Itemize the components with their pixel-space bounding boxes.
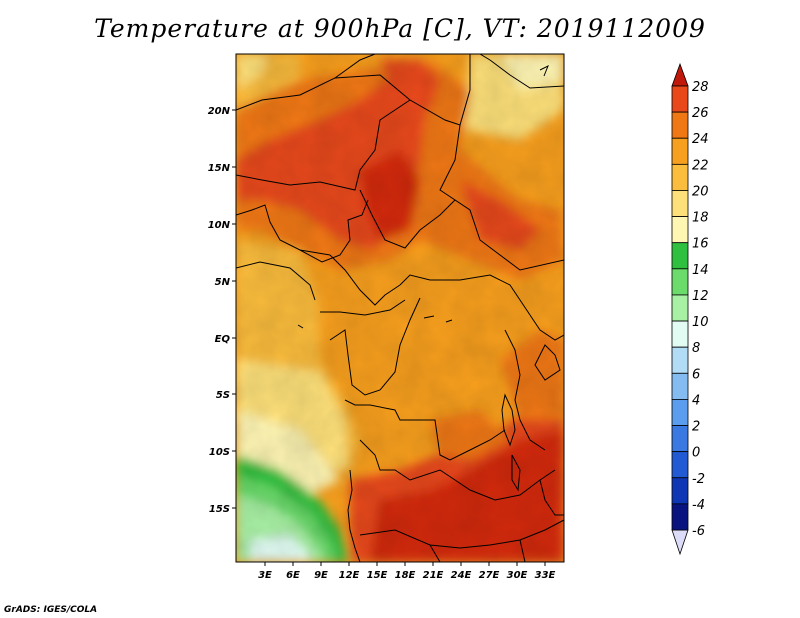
colorbar-label: 24 (692, 132, 709, 147)
colorbar-swatch (671, 477, 689, 505)
colorbar-swatch (671, 294, 689, 322)
colorbar-swatch (671, 503, 689, 531)
colorbar-swatch (671, 85, 689, 113)
colorbar-swatch (671, 372, 689, 400)
chart-title: Temperature at 900hPa [C], VT: 201911200… (94, 14, 706, 43)
colorbar-label: 28 (692, 80, 709, 95)
colorbar-label: 12 (692, 289, 709, 304)
lat-label: 20N (208, 106, 231, 117)
colorbar-label: 22 (692, 158, 709, 173)
colorbar-bottom-arrow (671, 529, 689, 556)
lat-label: 5N (215, 277, 231, 288)
colorbar-label: 8 (692, 341, 700, 356)
colorbar-label: 10 (692, 315, 709, 330)
colorbar-label: -4 (692, 498, 705, 513)
lat-label: EQ (215, 334, 231, 345)
colorbar-swatch (671, 425, 689, 453)
latitude-axis: 20N 15N 10N 5N EQ 5S 10S 15S (208, 106, 236, 515)
colorbar-label: 6 (692, 367, 700, 382)
colorbar-label: 0 (692, 446, 700, 461)
lon-label: 15E (367, 570, 388, 581)
colorbar-swatch (671, 320, 689, 348)
lon-label: 3E (258, 570, 272, 581)
lat-label: 10S (209, 447, 230, 458)
lon-label: 9E (314, 570, 328, 581)
colorbar-label: 4 (692, 393, 700, 408)
colorbar-swatch (671, 242, 689, 270)
lon-label: 6E (286, 570, 300, 581)
colorbar-label: 18 (692, 211, 709, 226)
colorbar-label: 26 (692, 106, 709, 121)
colorbar-label: -6 (692, 524, 705, 539)
colorbar-swatch (671, 137, 689, 165)
colorbar-label: 2 (692, 420, 700, 435)
colorbar-swatch (671, 346, 689, 374)
colorbar-swatch (671, 111, 689, 139)
lon-label: 21E (423, 570, 444, 581)
colorbar-label: 16 (692, 237, 709, 252)
temperature-field (236, 54, 564, 562)
colorbar-swatch (671, 451, 689, 479)
lat-label: 15S (209, 504, 230, 515)
lon-label: 33E (535, 570, 556, 581)
colorbar-swatch (671, 163, 689, 191)
lon-label: 30E (507, 570, 528, 581)
map-frame (235, 53, 565, 563)
credit-text: GrADS: IGES/COLA (4, 605, 98, 615)
colorbar-top-arrow (671, 62, 689, 87)
lon-label: 18E (395, 570, 416, 581)
country-boundaries (236, 54, 564, 562)
colorbar-swatch (671, 399, 689, 426)
lon-label: 24E (451, 570, 472, 581)
lon-label: 27E (479, 570, 500, 581)
colorbar-swatch (671, 268, 689, 296)
colorbar-swatch (671, 216, 689, 244)
colorbar-label: 20 (692, 184, 709, 199)
colorbar-label: -2 (692, 472, 705, 487)
longitude-axis: 3E 6E 9E 12E 15E 18E 21E 24E 27E 30E 33E (258, 562, 556, 581)
lat-label: 15N (208, 163, 231, 174)
lat-label: 10N (208, 220, 231, 231)
colorbar-swatch (671, 190, 689, 217)
colorbar-label: 14 (692, 263, 709, 278)
lon-label: 12E (339, 570, 360, 581)
lat-label: 5S (216, 390, 230, 401)
